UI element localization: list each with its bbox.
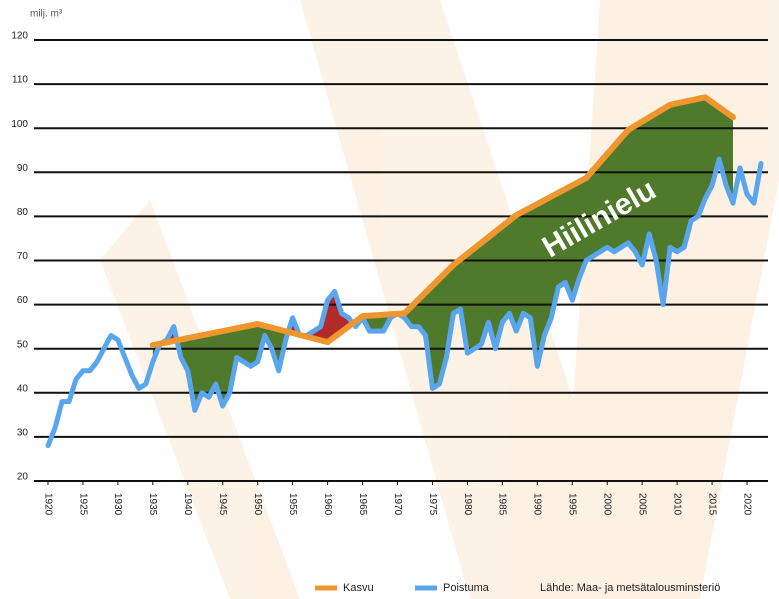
x-tick-label: 1925 xyxy=(77,493,88,516)
x-tick-label: 1980 xyxy=(462,493,473,516)
y-tick-label: 30 xyxy=(17,428,29,439)
x-tick-label: 1935 xyxy=(147,493,158,516)
x-tick-label: 1930 xyxy=(112,493,123,516)
x-tick-label: 1950 xyxy=(252,493,263,516)
y-tick-label: 110 xyxy=(12,75,28,86)
y-tick-label: 90 xyxy=(17,163,29,174)
x-tick-label: 1995 xyxy=(567,493,578,516)
x-tick-label: 2015 xyxy=(706,493,717,516)
series-line xyxy=(149,94,736,349)
y-tick-label: 100 xyxy=(11,119,28,130)
grid: 20 30 40 50 60 70 80 90 100 110 120 1920 1925 1930 193… xyxy=(11,31,768,516)
x-tick-label: 1940 xyxy=(182,493,193,516)
x-tick-label: 1955 xyxy=(287,493,298,516)
y-tick-label: 80 xyxy=(17,207,29,218)
y-tick-label: 50 xyxy=(17,339,29,350)
x-tick-label: 2000 xyxy=(602,493,613,516)
y-tick-label: 20 xyxy=(17,472,29,483)
x-tick-label: 1960 xyxy=(322,493,333,516)
x-tick-label: 1965 xyxy=(357,493,368,516)
y-tick-label: 120 xyxy=(11,31,28,42)
x-tick-label: 1970 xyxy=(392,493,403,516)
x-tick-label: 1985 xyxy=(497,493,508,516)
x-tick-label: 1975 xyxy=(427,493,438,516)
lines xyxy=(45,94,764,449)
legend-label: Kasvu xyxy=(343,582,374,594)
x-tick-label: 2020 xyxy=(741,493,752,516)
y-tick-label: 60 xyxy=(17,295,29,306)
x-tick-label: 2010 xyxy=(671,493,682,516)
y-tick-label: 40 xyxy=(17,383,29,394)
x-tick-label: 1945 xyxy=(217,493,228,516)
legend-label: Poistuma xyxy=(443,582,490,594)
x-tick-label: 2005 xyxy=(637,493,648,516)
legend: Kasvu Poistuma xyxy=(315,582,490,594)
x-tick-label: 1990 xyxy=(532,493,543,516)
unit-label: milj. m³ xyxy=(30,9,63,20)
source: Lähde: Maa- ja metsätalousminsteriö xyxy=(540,582,720,594)
x-tick-label: 1920 xyxy=(42,493,53,516)
y-tick-label: 70 xyxy=(17,251,29,262)
